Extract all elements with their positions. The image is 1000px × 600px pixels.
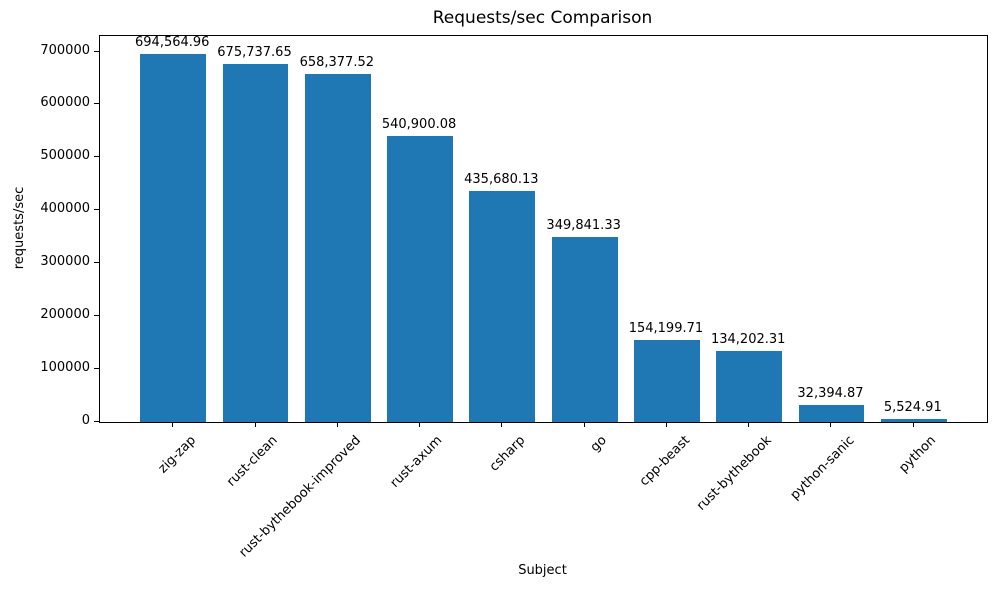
chart-title: Requests/sec Comparison [432,8,653,28]
bar-rust-bythebook-improved [304,73,371,422]
bar-value-label: 435,680.13 [464,172,539,188]
bar-value-label: 154,199.71 [628,321,704,337]
x-tick-mark [830,422,832,427]
bar-python-sanic [798,404,865,422]
y-tick-label: 400000 [40,201,90,217]
y-tick-label: 0 [81,413,90,428]
x-tick-label-python: python [896,433,940,476]
bar-rust-axum [387,135,453,422]
bar-rust-bythebook [716,350,783,422]
x-tick-mark [419,422,421,427]
y-tick-mark [94,315,99,317]
y-tick-label: 200000 [40,307,90,323]
x-tick-mark [583,422,585,427]
plot-area [99,35,988,423]
x-tick-mark [172,422,174,427]
bar-csharp [469,191,536,422]
bar-zig-zap [140,54,207,422]
bar-value-label: 694,564.96 [135,35,210,51]
y-tick-mark [94,103,99,105]
x-tick-mark [748,422,750,427]
bar-value-label: 32,394.87 [797,385,864,401]
x-tick-label-cpp-beast: cpp-beast [636,433,693,490]
x-tick-label-zig-zap: zig-zap [155,433,199,477]
x-tick-mark [665,422,667,427]
x-tick-label-rust-bythebook: rust-bythebook [694,433,775,514]
bar-value-label: 5,524.91 [883,400,942,416]
y-tick-label: 700000 [40,42,90,58]
x-tick-label-rust-axum: rust-axum [387,433,446,491]
x-axis-label: Subject [518,563,567,578]
y-tick-mark [94,421,99,422]
y-tick-mark [94,209,99,211]
bar-cpp-beast [634,340,700,422]
x-tick-label-go: go [588,433,611,456]
y-tick-mark [94,262,99,264]
y-tick-label: 300000 [40,254,90,270]
x-tick-mark [912,422,914,427]
x-tick-mark [501,422,503,427]
x-tick-mark [254,422,256,427]
bar-python [880,419,947,422]
bar-value-label: 658,377.52 [299,54,374,70]
y-tick-mark [94,368,99,370]
bar-value-label: 134,202.31 [710,331,786,347]
y-tick-mark [94,50,99,52]
y-tick-label: 500000 [40,148,90,164]
bar-rust-clean [222,64,289,422]
bar-value-label: 675,737.65 [217,45,292,61]
bar-value-label: 349,841.33 [546,217,621,233]
x-tick-label-python-sanic: python-sanic [787,433,858,503]
bar-value-label: 540,900.08 [381,116,457,132]
x-tick-label-rust-clean: rust-clean [224,433,282,490]
bar-go [551,236,618,422]
x-tick-label-csharp: csharp [486,433,528,475]
x-tick-mark [336,422,338,427]
y-tick-label: 600000 [40,95,90,111]
y-tick-label: 100000 [40,360,90,376]
y-tick-mark [94,156,99,158]
